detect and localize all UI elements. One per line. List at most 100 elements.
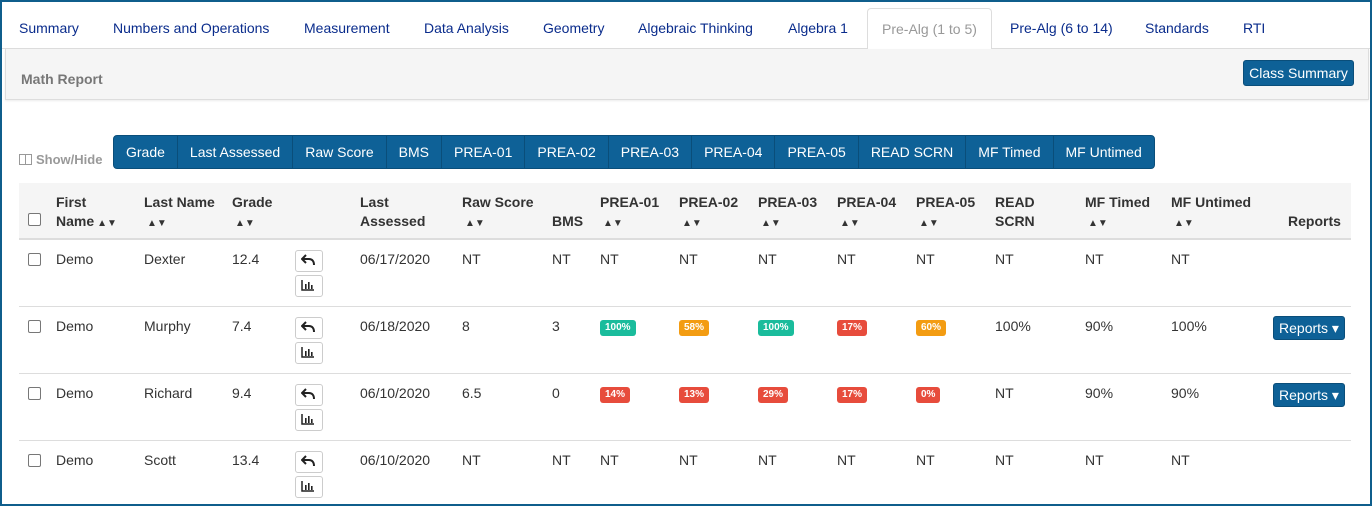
score-badge: 13% xyxy=(679,387,710,403)
prea-cell: NT xyxy=(600,251,619,267)
toggle-column-prea-05[interactable]: PREA-05 xyxy=(775,136,859,168)
bar-chart-icon[interactable] xyxy=(295,342,323,364)
toggle-column-mf-untimed[interactable]: MF Untimed xyxy=(1065,144,1142,160)
tab-pre-alg-6-to-14[interactable]: Pre-Alg (6 to 14) xyxy=(1010,20,1113,36)
header-first-name[interactable]: First Name ▲▼ xyxy=(56,193,117,233)
grade-cell: 7.4 xyxy=(232,318,252,334)
class-summary-button[interactable]: Class Summary xyxy=(1243,60,1354,86)
toggle-column-prea-01[interactable]: PREA-01 xyxy=(442,136,526,168)
tab-measurement[interactable]: Measurement xyxy=(304,20,390,36)
score-badge: 0% xyxy=(916,387,941,403)
tab-algebra-1[interactable]: Algebra 1 xyxy=(788,20,848,36)
score-badge: 100% xyxy=(600,320,636,336)
last-assessed-cell: 06/10/2020 xyxy=(360,452,431,468)
prea-cell: NT xyxy=(600,452,619,468)
last-name-cell: Richard xyxy=(144,385,193,401)
header-prea-03[interactable]: PREA-03 ▲▼ xyxy=(758,193,817,233)
prea-cell: NT xyxy=(679,452,698,468)
prea-cell: NT xyxy=(679,251,698,267)
row-checkbox[interactable] xyxy=(28,253,41,266)
sort-icon: ▲▼ xyxy=(1088,218,1108,229)
sort-icon: ▲▼ xyxy=(97,218,117,229)
header-read-scrn: READ SCRN xyxy=(995,194,1035,229)
header-prea-04[interactable]: PREA-04 ▲▼ xyxy=(837,193,896,233)
tab-algebraic-thinking[interactable]: Algebraic Thinking xyxy=(638,20,753,36)
read-scrn-cell: NT xyxy=(995,251,1014,267)
undo-icon[interactable] xyxy=(295,451,323,473)
first-name-cell: Demo xyxy=(56,318,94,334)
tab-numbers-and-operations[interactable]: Numbers and Operations xyxy=(113,20,270,36)
row-checkbox[interactable] xyxy=(28,454,41,467)
table-row: Demo Murphy 7.4 06/18/2020 8 3 100% 58% 100% 17% 6… xyxy=(19,307,1351,374)
tab-geometry[interactable]: Geometry xyxy=(543,20,605,36)
header-prea-02[interactable]: PREA-02 ▲▼ xyxy=(679,193,738,233)
table-row: Demo Dexter 12.4 06/17/2020 NT NT NT NT NT NT NT NT… xyxy=(19,240,1351,307)
last-name-cell: Dexter xyxy=(144,251,186,267)
header-last-name[interactable]: Last Name ▲▼ xyxy=(144,193,215,233)
header-last-assessed[interactable]: Last Assessed xyxy=(360,194,426,229)
grade-cell: 13.4 xyxy=(232,452,260,468)
report-panel-header: Math Report Class Summary xyxy=(5,49,1369,100)
sort-icon: ▲▼ xyxy=(1174,218,1194,229)
bar-chart-icon[interactable] xyxy=(295,476,323,498)
last-name-cell: Scott xyxy=(144,452,176,468)
grade-cell: 12.4 xyxy=(232,251,260,267)
toggle-column-grade[interactable]: Grade xyxy=(114,136,178,168)
undo-icon[interactable] xyxy=(295,384,323,406)
undo-icon[interactable] xyxy=(295,250,323,272)
header-prea-05[interactable]: PREA-05 ▲▼ xyxy=(916,193,975,233)
tab-summary[interactable]: Summary xyxy=(19,20,79,36)
prea-cell: NT xyxy=(916,452,935,468)
header-bms: BMS xyxy=(552,213,584,229)
toggle-column-prea-04[interactable]: PREA-04 xyxy=(692,136,776,168)
header-mf-timed[interactable]: MF Timed ▲▼ xyxy=(1085,193,1150,233)
bms-cell: 3 xyxy=(552,318,560,334)
reports-dropdown-button[interactable]: Reports ▾ xyxy=(1273,316,1345,340)
table-row: Demo Richard 9.4 06/10/2020 6.5 0 14% 13% 29% 17%… xyxy=(19,374,1351,441)
raw-score-cell: 6.5 xyxy=(462,385,482,401)
header-grade[interactable]: Grade ▲▼ xyxy=(232,193,272,233)
tab-data-analysis[interactable]: Data Analysis xyxy=(424,20,509,36)
bms-cell: NT xyxy=(552,452,571,468)
read-scrn-cell: NT xyxy=(995,452,1014,468)
toggle-column-mf-timed[interactable]: MF Timed xyxy=(966,136,1054,168)
prea-cell: NT xyxy=(916,251,935,267)
mf-timed-cell: 90% xyxy=(1085,318,1114,334)
last-assessed-cell: 06/18/2020 xyxy=(360,318,431,334)
header-prea-01[interactable]: PREA-01 ▲▼ xyxy=(600,193,659,233)
score-badge: 17% xyxy=(837,320,868,336)
first-name-cell: Demo xyxy=(56,251,94,267)
header-raw-score[interactable]: Raw Score ▲▼ xyxy=(462,193,534,233)
toggle-column-prea-02[interactable]: PREA-02 xyxy=(525,136,609,168)
reports-dropdown-button[interactable]: Reports ▾ xyxy=(1273,383,1345,407)
undo-icon[interactable] xyxy=(295,317,323,339)
columns-icon xyxy=(19,154,32,165)
score-badge: 60% xyxy=(916,320,947,336)
mf-timed-cell: NT xyxy=(1085,251,1104,267)
score-badge: 58% xyxy=(679,320,710,336)
tab-pre-alg-1-to-5[interactable]: Pre-Alg (1 to 5) xyxy=(867,8,992,50)
sort-icon: ▲▼ xyxy=(761,218,781,229)
table-row: Demo Scott 13.4 06/10/2020 NT NT NT NT NT NT NT NT N… xyxy=(19,441,1351,504)
row-checkbox[interactable] xyxy=(28,387,41,400)
row-checkbox[interactable] xyxy=(28,320,41,333)
mf-untimed-cell: NT xyxy=(1171,251,1190,267)
bar-chart-icon[interactable] xyxy=(295,409,323,431)
tab-standards[interactable]: Standards xyxy=(1145,20,1209,36)
toggle-column-last-assessed[interactable]: Last Assessed xyxy=(178,136,294,168)
toggle-column-raw-score[interactable]: Raw Score xyxy=(293,136,387,168)
grade-cell: 9.4 xyxy=(232,385,252,401)
tab-rti[interactable]: RTI xyxy=(1243,20,1266,36)
mf-timed-cell: 90% xyxy=(1085,385,1114,401)
bar-chart-icon[interactable] xyxy=(295,275,323,297)
toggle-column-bms[interactable]: BMS xyxy=(387,136,443,168)
toggle-column-prea-03[interactable]: PREA-03 xyxy=(609,136,693,168)
mf-untimed-cell: NT xyxy=(1171,452,1190,468)
show-hide-toggle[interactable]: Show/Hide xyxy=(19,152,102,167)
header-mf-untimed[interactable]: MF Untimed ▲▼ xyxy=(1171,193,1251,233)
select-all-checkbox[interactable] xyxy=(28,213,41,226)
sort-icon: ▲▼ xyxy=(840,218,860,229)
toggle-column-read-scrn[interactable]: READ SCRN xyxy=(859,136,967,168)
last-name-cell: Murphy xyxy=(144,318,191,334)
